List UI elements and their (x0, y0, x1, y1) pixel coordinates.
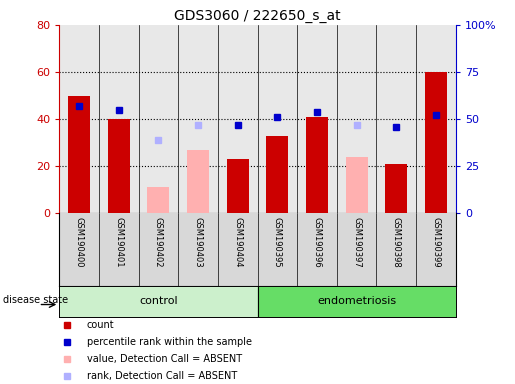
Bar (178, 25, 218, 213)
Text: GSM190403: GSM190403 (194, 217, 202, 267)
Text: GSM190397: GSM190397 (352, 217, 361, 268)
Text: endometriosis: endometriosis (317, 296, 396, 306)
Bar (337, 25, 376, 213)
Bar (59, 25, 99, 213)
Text: rank, Detection Call = ABSENT: rank, Detection Call = ABSENT (87, 371, 237, 381)
Bar (346, 157, 368, 213)
Text: GSM190402: GSM190402 (154, 217, 163, 267)
Bar (108, 119, 130, 213)
Text: GSM190401: GSM190401 (114, 217, 123, 267)
Bar (258, 25, 297, 213)
Text: GSM190395: GSM190395 (273, 217, 282, 267)
Bar (416, 25, 456, 213)
Bar (218, 25, 258, 213)
Text: value, Detection Call = ABSENT: value, Detection Call = ABSENT (87, 354, 242, 364)
Bar (68, 96, 90, 213)
Bar (187, 150, 209, 213)
Text: count: count (87, 320, 115, 330)
Text: GSM190400: GSM190400 (75, 217, 83, 267)
Text: GSM190396: GSM190396 (313, 217, 321, 268)
Bar (306, 117, 328, 213)
Bar (139, 25, 178, 213)
Text: disease state: disease state (3, 295, 67, 305)
Bar (258, 286, 456, 317)
Title: GDS3060 / 222650_s_at: GDS3060 / 222650_s_at (174, 8, 341, 23)
Bar (385, 164, 407, 213)
Bar (99, 25, 139, 213)
Bar (59, 286, 258, 317)
Text: GSM190404: GSM190404 (233, 217, 242, 267)
Bar (425, 72, 447, 213)
Bar (227, 159, 249, 213)
Bar (376, 25, 416, 213)
Text: GSM190398: GSM190398 (392, 217, 401, 268)
Bar (266, 136, 288, 213)
Bar (297, 25, 337, 213)
Bar (147, 187, 169, 213)
Text: GSM190399: GSM190399 (432, 217, 440, 267)
Text: percentile rank within the sample: percentile rank within the sample (87, 337, 252, 347)
Text: control: control (139, 296, 178, 306)
